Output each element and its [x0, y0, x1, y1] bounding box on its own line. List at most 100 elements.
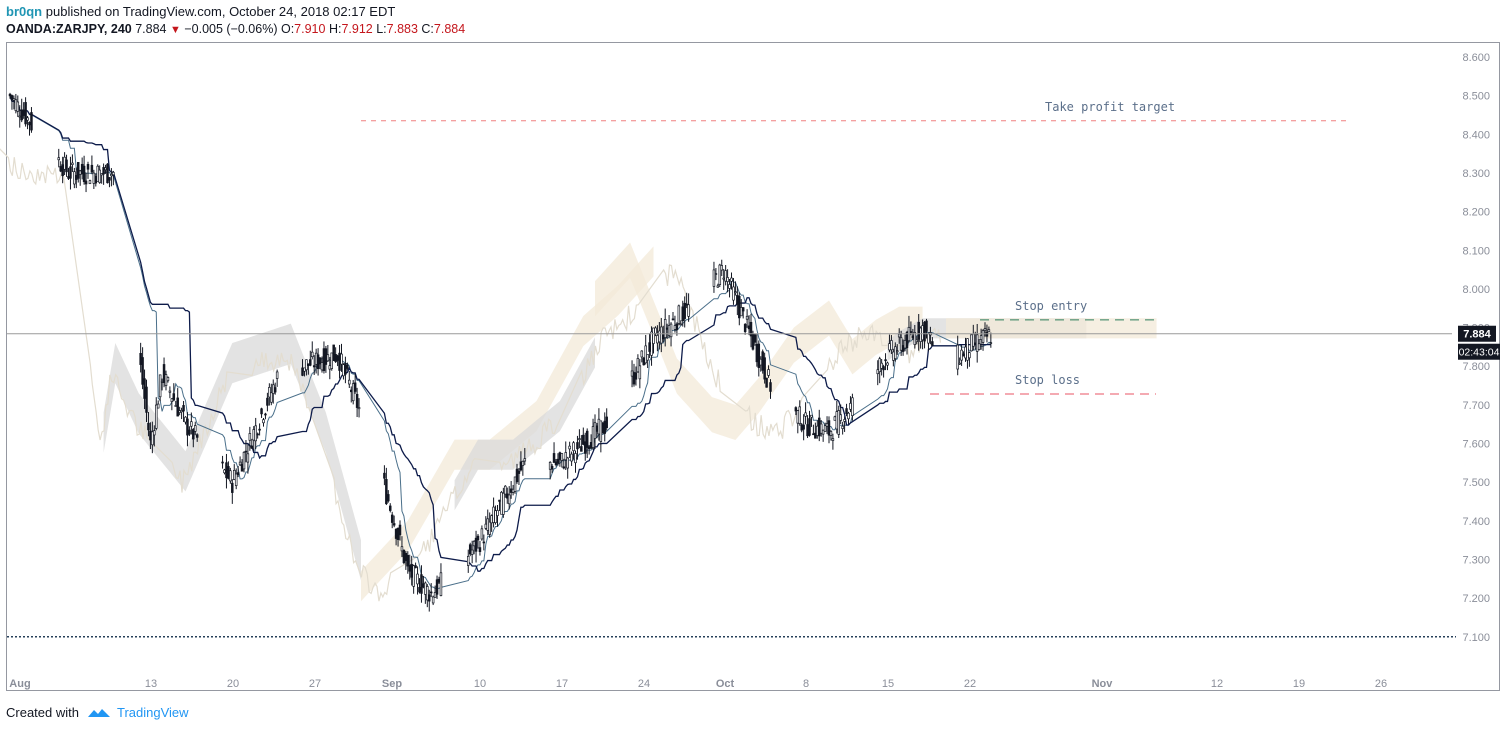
candle-body — [651, 332, 653, 355]
candle-body — [97, 166, 99, 181]
candle-body — [889, 344, 891, 350]
candle-body — [826, 424, 828, 427]
candle-body — [384, 473, 386, 478]
candle-body — [171, 399, 173, 402]
candle-body — [744, 324, 746, 331]
candle-body — [177, 398, 179, 416]
candle-body — [807, 425, 809, 436]
candle-body — [766, 378, 768, 387]
candle-body — [580, 447, 582, 452]
candle-body — [814, 433, 816, 438]
candle-body — [520, 462, 522, 470]
candle-body — [356, 394, 358, 407]
candle-body — [438, 579, 440, 582]
candle-body — [928, 334, 930, 343]
candle-body — [15, 100, 17, 111]
candle-body — [274, 388, 276, 393]
candle-body — [411, 564, 413, 577]
candle-body — [575, 453, 577, 462]
candle-body — [961, 350, 963, 360]
candle-body — [555, 462, 557, 465]
candle-body — [313, 366, 315, 367]
candle-body — [504, 486, 506, 494]
candle-body — [241, 464, 243, 471]
tradingview-link[interactable]: TradingView — [117, 705, 189, 720]
candle-body — [670, 324, 672, 337]
candle-body — [596, 426, 598, 432]
candle-body — [604, 421, 606, 433]
candle-body — [672, 319, 674, 320]
candle-body — [846, 409, 848, 414]
x-axis-tick-label: 8 — [803, 678, 809, 690]
candle-body — [649, 343, 651, 352]
candle-body — [818, 418, 820, 436]
candle-body — [746, 316, 748, 319]
candle-body — [892, 352, 894, 360]
candle-body — [881, 363, 883, 368]
candle-body — [680, 324, 682, 325]
candle-body — [93, 173, 95, 183]
candle-body — [965, 347, 967, 358]
candle-body — [729, 284, 731, 288]
candle-body — [475, 538, 477, 551]
candle-body — [914, 332, 916, 344]
candle-body — [325, 349, 327, 365]
candle-body — [346, 365, 348, 368]
x-axis-tick-label: 15 — [882, 678, 894, 690]
candle-body — [549, 462, 551, 469]
candle-body — [9, 94, 11, 96]
candle-body — [483, 542, 485, 543]
y-axis-tick-label: 8.300 — [1462, 168, 1490, 180]
candle-body — [822, 430, 824, 434]
candle-body — [600, 421, 602, 442]
candle-body — [243, 452, 245, 469]
countdown-tag-label: 02:43:04 — [1459, 347, 1500, 359]
candle-body — [752, 334, 754, 349]
candle-body — [272, 385, 274, 394]
candle-body — [183, 405, 185, 411]
candle-body — [631, 371, 633, 376]
candle-body — [417, 574, 419, 584]
candle-body — [155, 405, 157, 428]
candle-body — [922, 326, 924, 340]
annotation-label: Stop entry — [1015, 299, 1087, 313]
candle-body — [920, 328, 922, 342]
candle-body — [405, 553, 407, 561]
candle-body — [980, 336, 982, 340]
x-axis-tick-label: Aug — [9, 678, 30, 690]
candle-body — [891, 340, 893, 349]
candle-body — [419, 587, 421, 592]
candle-body — [970, 335, 972, 351]
candle-body — [512, 489, 514, 492]
footer: Created with TradingView — [6, 705, 189, 720]
candle-body — [647, 355, 649, 361]
candle-body — [144, 379, 146, 399]
candle-body — [957, 345, 959, 369]
x-axis-tick-label: Oct — [716, 678, 735, 690]
candle-body — [58, 158, 60, 160]
candle-body — [146, 387, 148, 412]
candle-body — [489, 522, 491, 534]
candle-body — [167, 377, 169, 380]
candle-body — [60, 166, 62, 171]
candle-body — [473, 541, 475, 545]
x-axis-tick-label: 19 — [1293, 678, 1305, 690]
candle-body — [224, 470, 226, 473]
candle-body — [469, 545, 471, 554]
candle-body — [432, 597, 434, 603]
candle-body — [151, 432, 153, 445]
candle-body — [828, 421, 830, 436]
candle-body — [898, 334, 900, 337]
candle-body — [161, 381, 163, 382]
candle-body — [896, 351, 898, 352]
candle-body — [387, 494, 389, 500]
candle-body — [29, 122, 31, 125]
candle-body — [265, 414, 267, 415]
candle-body — [848, 413, 850, 419]
candle-body — [887, 363, 889, 365]
candle-body — [559, 453, 561, 460]
candle-body — [434, 592, 436, 597]
candle-body — [440, 573, 442, 596]
candle-body — [99, 170, 101, 182]
